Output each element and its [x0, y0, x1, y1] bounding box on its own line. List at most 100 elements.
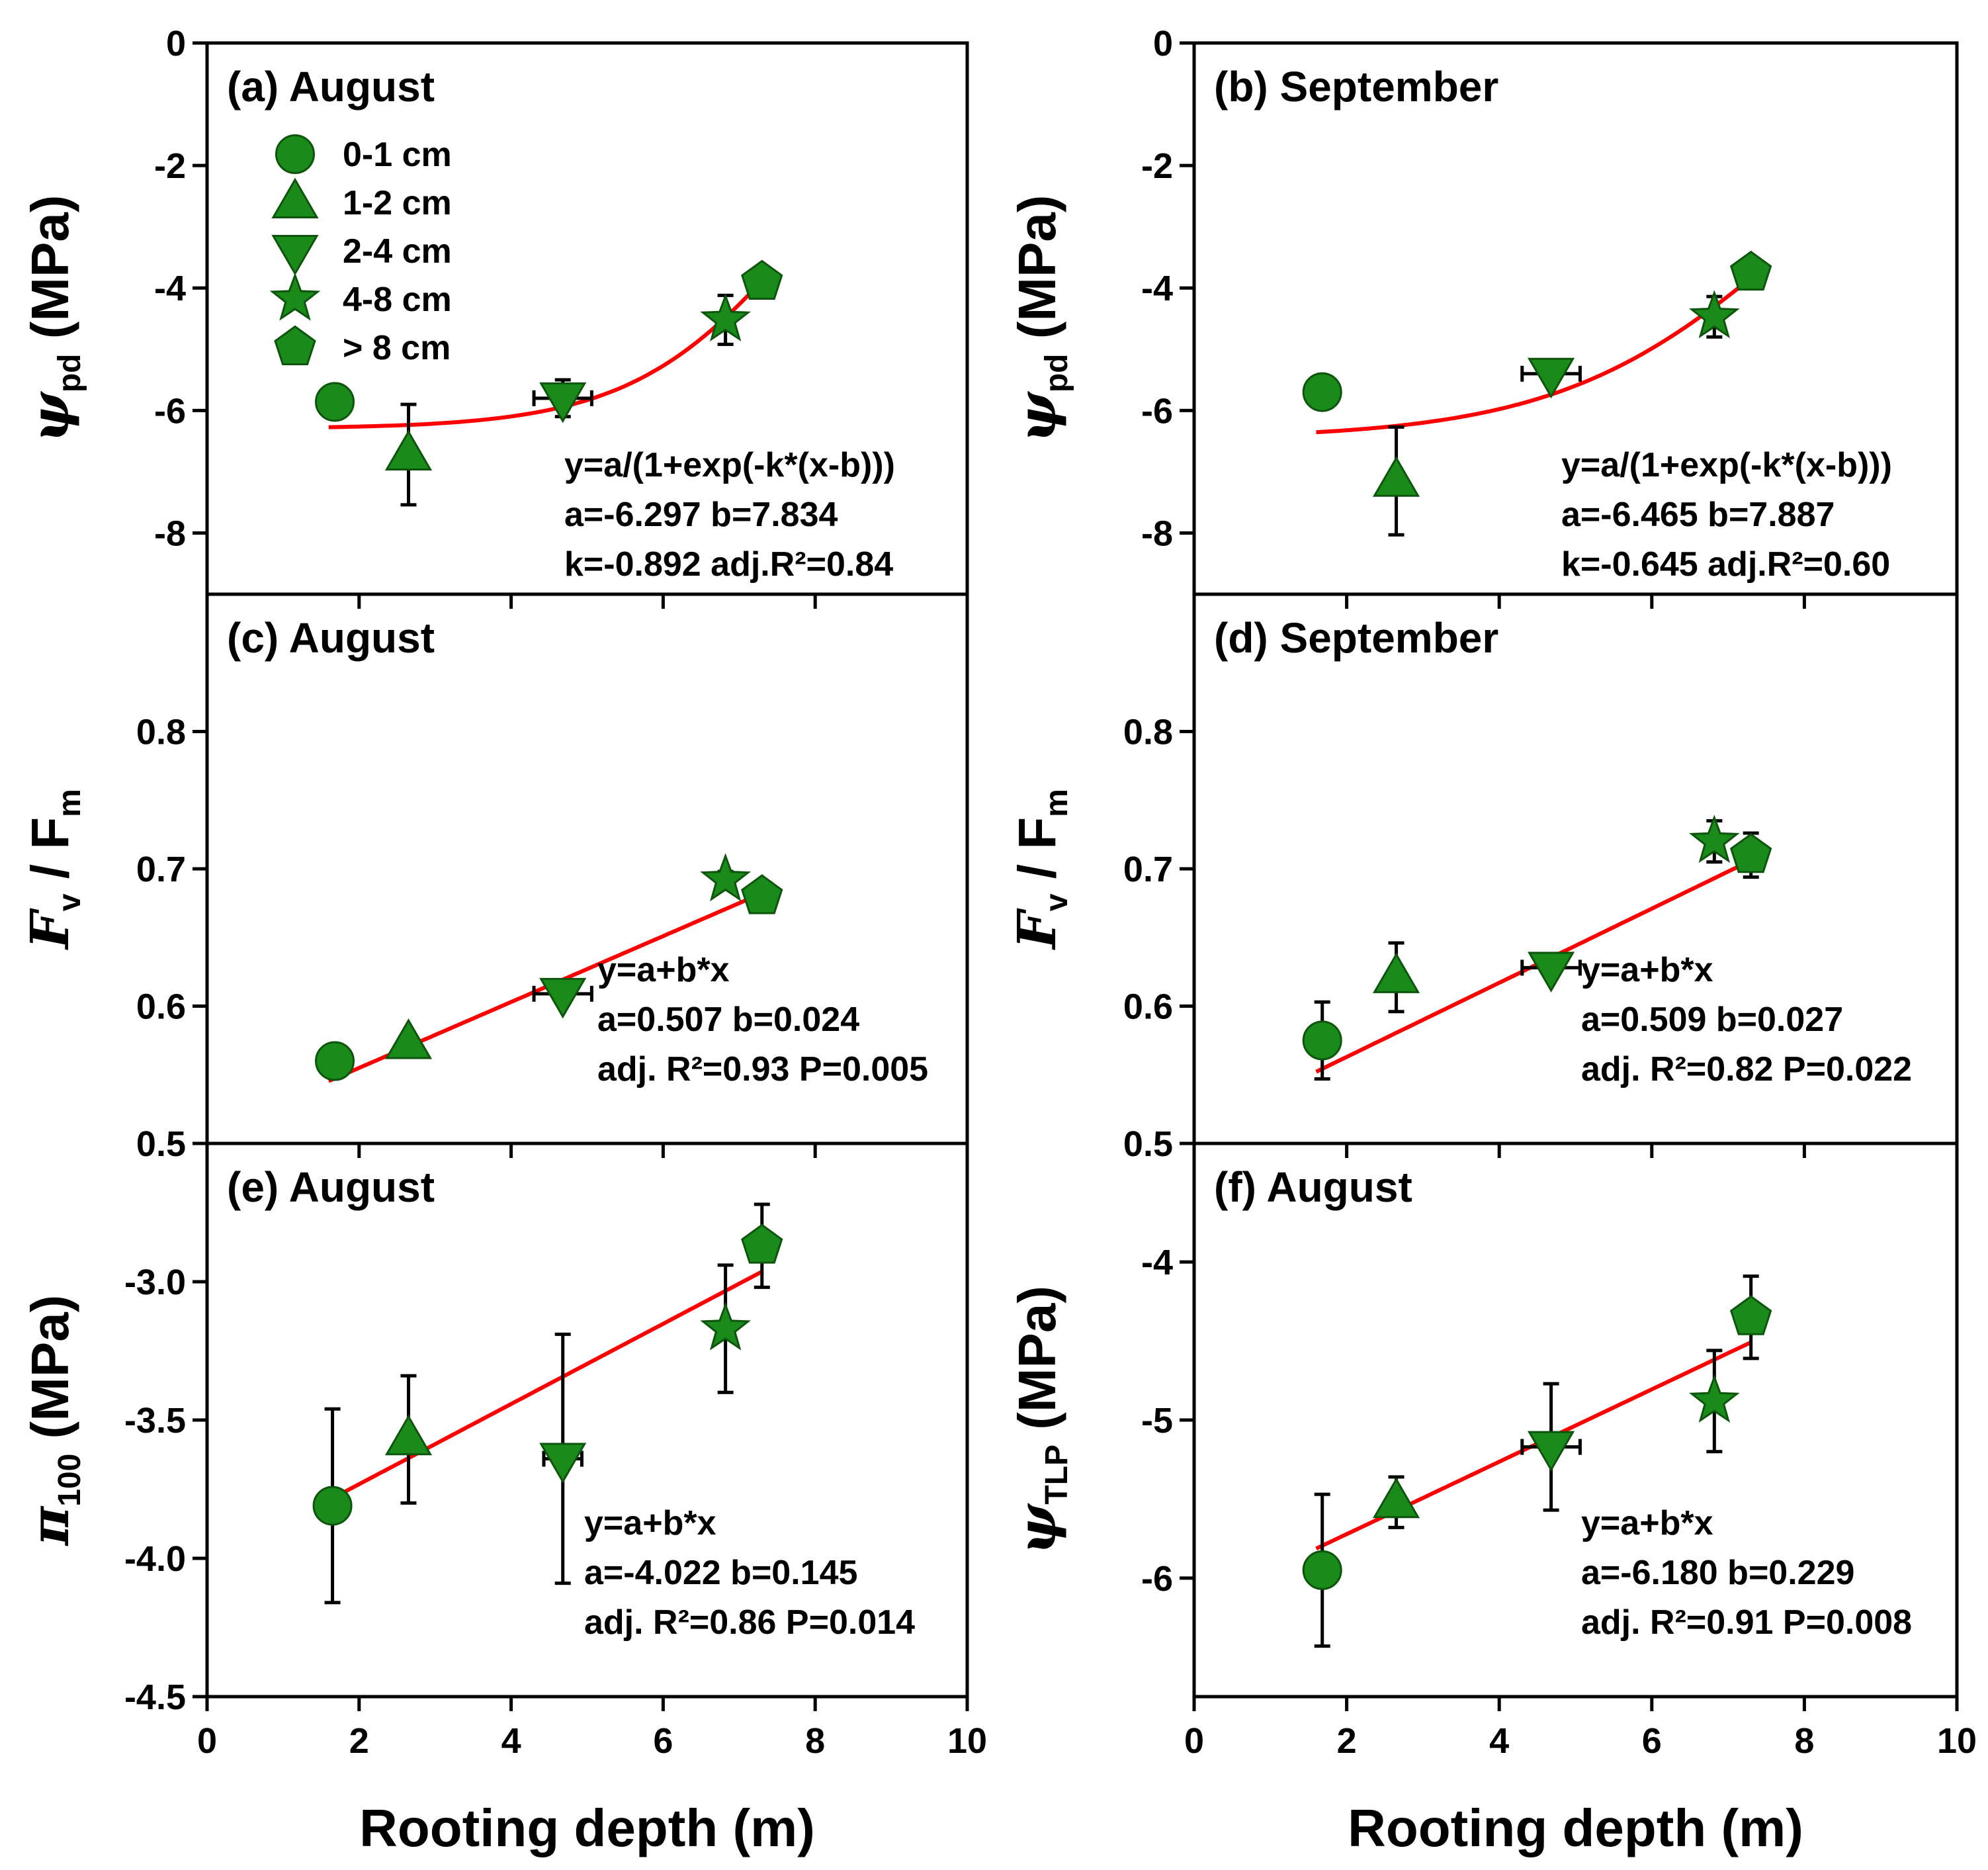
x-tick-label: 6	[653, 1721, 673, 1761]
data-point	[1729, 831, 1772, 879]
data-point	[1302, 372, 1342, 412]
data-point	[741, 259, 783, 300]
y-tick-label: -2	[1141, 146, 1173, 186]
data-point	[1688, 290, 1740, 339]
data-point	[1520, 1382, 1582, 1512]
data-point	[700, 1263, 752, 1394]
x-tick-label: 2	[1337, 1721, 1357, 1761]
x-tick-label: 4	[1489, 1721, 1509, 1761]
y-tick-label: -4.0	[124, 1539, 186, 1579]
point-marker-star	[1688, 290, 1740, 339]
point-marker-circle	[315, 382, 355, 422]
y-tick-label: 0	[166, 24, 186, 64]
y-tick-label: -5	[1141, 1401, 1173, 1441]
point-marker-pentagon	[1729, 1295, 1772, 1335]
point-marker-triangle-down	[1528, 952, 1575, 993]
panel-f: -4 -5 -6 0 2 4 6 8 10 (f) August ψTLP (MPa) y=a+b*x…	[1006, 1141, 1977, 1761]
data-point	[315, 382, 355, 422]
y-tick-label: 0.6	[136, 987, 186, 1027]
data-point	[532, 378, 593, 423]
point-marker-pentagon	[1729, 832, 1772, 873]
fit-equation-line: a=-6.465 b=7.887	[1561, 496, 1835, 534]
legend-marker-triangle-down	[271, 235, 319, 276]
legend-label: 4-8 cm	[343, 281, 452, 319]
data-point	[1729, 1274, 1772, 1360]
data-point	[384, 1018, 433, 1059]
panel-b: 0 -2 -4 -6 -8 (b) September ψpd (MPa) y=a/(1+ex…	[1006, 24, 1959, 609]
fit-equation-line: k=-0.892 adj.R²=0.84	[564, 545, 893, 584]
data-point	[532, 977, 593, 1019]
y-tick-label: -4.5	[124, 1677, 186, 1717]
fit-equation-line: adj. R²=0.93 P=0.005	[597, 1050, 928, 1089]
fit-equation-line: adj. R²=0.82 P=0.022	[1581, 1050, 1912, 1089]
fit-equation-line: adj. R²=0.91 P=0.008	[1581, 1603, 1912, 1642]
point-marker-star	[1688, 1374, 1740, 1423]
panel-c: 0.5 0.6 0.7 0.8 (c) August Fv / Fm y=a+b*x a=0.…	[19, 592, 969, 1164]
panel-title: (d) September	[1214, 614, 1498, 662]
data-point	[1372, 941, 1420, 1014]
point-marker-triangle-down	[539, 1443, 587, 1484]
y-axis-label: π100 (MPa)	[19, 1295, 87, 1547]
data-point	[1520, 952, 1582, 993]
fit-equation-line: a=-6.180 b=0.229	[1581, 1554, 1854, 1592]
data-point	[384, 402, 433, 507]
fit-line	[327, 1270, 763, 1502]
data-point	[315, 1041, 355, 1081]
point-marker-pentagon	[741, 1224, 783, 1264]
panel-title: (b) September	[1214, 63, 1498, 111]
y-tick-label: 0.6	[1123, 987, 1173, 1027]
panel-a: 0 -2 -4 -6 -8 (a) August ψpd (MPa) y=a/(1+exp(-…	[19, 24, 969, 609]
point-marker-triangle-up	[1372, 456, 1420, 497]
x-tick-label: 0	[197, 1721, 217, 1761]
panel-title: (c) August	[227, 614, 435, 662]
point-marker-triangle-up	[384, 1414, 433, 1456]
legend-label: 0-1 cm	[343, 136, 452, 174]
data-point	[700, 293, 752, 346]
point-marker-triangle-up	[1372, 1477, 1420, 1519]
fit-equation-line: y=a+b*x	[1581, 951, 1713, 989]
y-tick-label: 0.8	[136, 713, 186, 752]
data-point	[700, 853, 752, 902]
point-marker-triangle-down	[1528, 357, 1575, 399]
fit-equation-line: y=a+b*x	[597, 951, 730, 989]
point-marker-triangle-up	[1372, 952, 1420, 993]
x-tick-label: 10	[947, 1721, 987, 1761]
point-marker-pentagon	[1729, 250, 1772, 291]
x-tick-label: 0	[1184, 1721, 1204, 1761]
data-point	[741, 874, 783, 914]
data-point	[741, 1202, 783, 1289]
x-tick-label: 4	[501, 1721, 521, 1761]
fit-equation-line: y=a/(1+exp(-k*(x-b)))	[564, 446, 895, 484]
y-tick-label: -2	[154, 146, 186, 186]
legend-marker-circle	[275, 134, 315, 174]
point-marker-triangle-down	[539, 977, 587, 1019]
point-marker-triangle-up	[384, 429, 433, 470]
y-tick-label: -4	[154, 269, 186, 308]
point-marker-circle	[315, 1041, 355, 1081]
fit-equation-line: y=a+b*x	[1581, 1504, 1713, 1542]
panel-title: (f) August	[1214, 1163, 1412, 1211]
point-marker-circle	[1302, 372, 1342, 412]
legend-label: > 8 cm	[343, 329, 451, 367]
point-marker-pentagon	[741, 874, 783, 914]
y-tick-label: -3.5	[124, 1401, 186, 1441]
x-tick-label: 8	[805, 1721, 825, 1761]
panel-title: (a) August	[227, 63, 435, 111]
point-marker-circle	[1302, 1020, 1342, 1061]
legend-marker-triangle-up	[271, 177, 319, 218]
legend-label: 1-2 cm	[343, 184, 452, 222]
y-axis-label: Fv / Fm	[19, 789, 87, 950]
y-tick-label: -6	[154, 391, 186, 431]
y-tick-label: -3.0	[124, 1263, 186, 1302]
legend-marker-star	[269, 272, 321, 321]
data-point	[539, 1332, 587, 1585]
data-point	[1729, 250, 1772, 291]
point-marker-circle	[1302, 1550, 1342, 1590]
x-axis-label: Rooting depth (m)	[359, 1799, 815, 1857]
point-marker-star	[700, 853, 752, 902]
x-tick-label: 2	[349, 1721, 369, 1761]
fit-equation-line: k=-0.645 adj.R²=0.60	[1561, 545, 1890, 584]
y-tick-label: -4	[1141, 269, 1173, 308]
y-tick-label: -8	[1141, 513, 1173, 553]
data-point	[1688, 815, 1740, 864]
